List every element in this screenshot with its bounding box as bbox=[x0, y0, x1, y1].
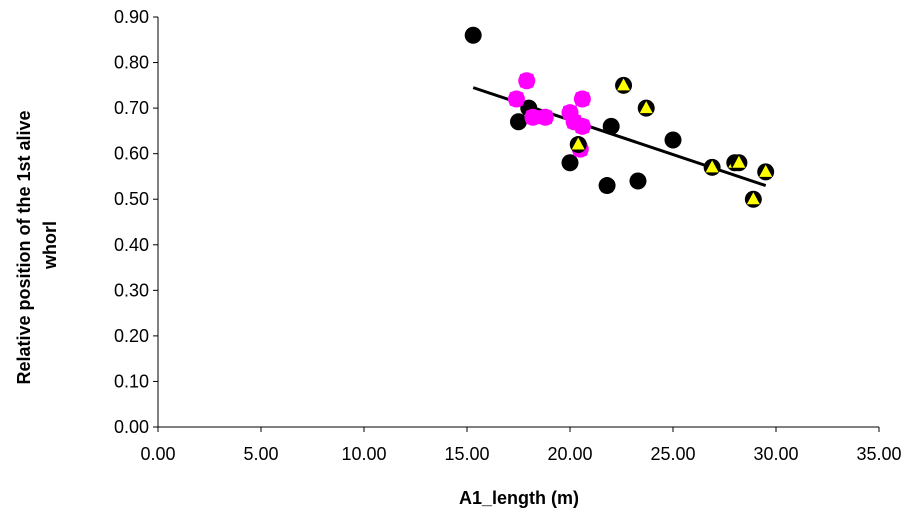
x-tick-label: 0.00 bbox=[140, 444, 175, 464]
data-point-circle bbox=[629, 172, 647, 190]
data-point-square-marker-fill bbox=[519, 73, 534, 88]
data-point-triangle-marker-fill bbox=[705, 160, 719, 173]
x-tick-label: 10.00 bbox=[341, 444, 386, 464]
data-point-triangle-marker-fill bbox=[746, 192, 760, 205]
x-tick-labels: 0.00 5.00 10.00 15.00 20.00 25.00 30.00 35.00 bbox=[140, 444, 901, 464]
y-tick-label: 0.00 bbox=[114, 417, 149, 437]
data-point-square-marker-fill bbox=[575, 119, 590, 134]
data-point-circle bbox=[602, 117, 620, 135]
x-tick-label: 20.00 bbox=[547, 444, 592, 464]
y-tick-label: 0.50 bbox=[114, 189, 149, 209]
y-tick-label: 0.10 bbox=[114, 371, 149, 391]
y-tick-label: 0.30 bbox=[114, 280, 149, 300]
data-points bbox=[464, 26, 775, 208]
data-point-triangle-marker-fill bbox=[571, 137, 585, 150]
data-point-triangle-marker-fill bbox=[732, 155, 746, 168]
data-point-triangle-marker-fill bbox=[617, 78, 631, 91]
y-axis-title-line-1: Relative position of the 1st alive bbox=[14, 110, 34, 384]
data-point-square-marker-fill bbox=[575, 92, 590, 106]
y-tick-label: 0.60 bbox=[114, 144, 149, 164]
x-tick-label: 25.00 bbox=[650, 444, 695, 464]
x-tick-label: 30.00 bbox=[753, 444, 798, 464]
y-tick-label: 0.40 bbox=[114, 235, 149, 255]
data-point-circle bbox=[664, 131, 682, 149]
data-point-circle bbox=[598, 177, 616, 195]
y-axis-title-line-2: whorl bbox=[40, 221, 60, 270]
x-tick-label: 15.00 bbox=[444, 444, 489, 464]
y-tick-label: 0.20 bbox=[114, 326, 149, 346]
data-point-square-marker-fill bbox=[509, 92, 524, 106]
x-tick-label: 5.00 bbox=[243, 444, 278, 464]
y-axis-title: Relative position of the 1st alive whorl bbox=[14, 105, 60, 384]
data-point-square-marker-fill bbox=[525, 110, 540, 125]
x-tick-label: 35.00 bbox=[856, 444, 901, 464]
y-tick-label: 0.90 bbox=[114, 7, 149, 27]
data-point-circle bbox=[510, 113, 527, 131]
y-tick-label: 0.80 bbox=[114, 53, 149, 73]
x-axis-title: A1_length (m) bbox=[459, 488, 579, 508]
axes bbox=[153, 16, 880, 432]
data-point-triangle-marker-fill bbox=[759, 164, 773, 177]
data-point-circle bbox=[464, 26, 482, 44]
y-tick-label: 0.70 bbox=[114, 98, 149, 118]
data-point-circle bbox=[561, 154, 579, 172]
data-point-square-marker-fill bbox=[538, 110, 553, 125]
y-tick-labels: 0.00 0.10 0.20 0.30 0.40 0.50 0.60 0.70 0.80 0.90 bbox=[114, 7, 149, 437]
data-point-triangle-marker-fill bbox=[639, 101, 653, 114]
